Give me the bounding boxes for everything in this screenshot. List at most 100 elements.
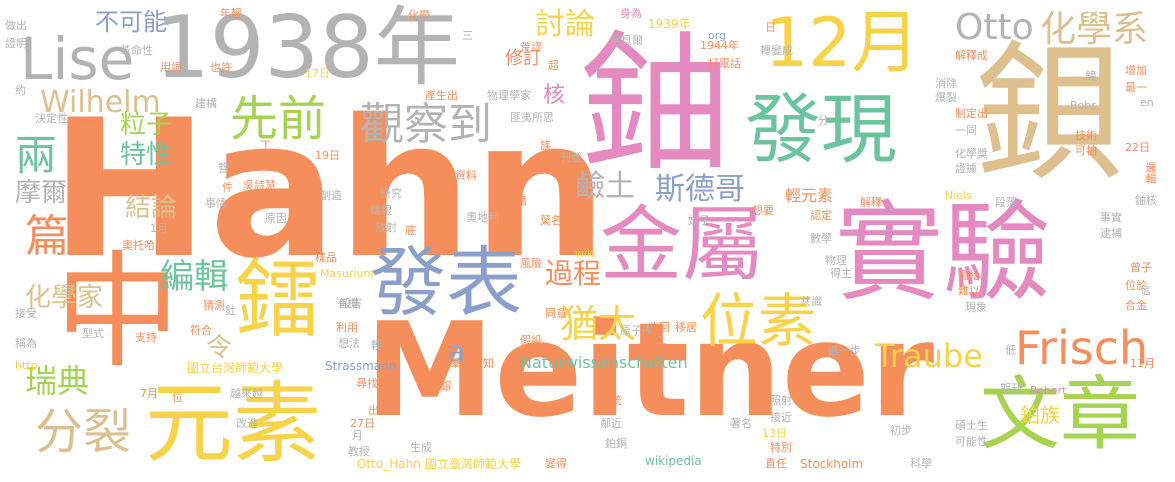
- word-20: Otto: [955, 7, 1034, 48]
- word-181: 位: [172, 391, 183, 404]
- word-1: Meitner: [365, 294, 935, 446]
- word-58: 身為: [620, 7, 642, 20]
- word-43: 鉑族: [1020, 403, 1060, 427]
- word-176: http: [15, 359, 38, 372]
- word-114: 難以: [958, 284, 980, 297]
- word-57: 化學: [408, 9, 430, 22]
- word-33: 過程: [545, 257, 602, 290]
- word-120: Robert: [1030, 384, 1067, 397]
- word-85: en: [1140, 96, 1154, 109]
- word-91: 制定出: [955, 107, 988, 120]
- word-24: 猶太: [560, 302, 637, 346]
- word-90: 爆裂: [935, 91, 957, 104]
- word-98: 鈾核: [1135, 194, 1157, 207]
- word-161: 鹽: [217, 162, 230, 173]
- word-103: 合金: [1125, 299, 1147, 312]
- word-149: 姪子: [688, 214, 710, 227]
- word-178: 想法: [338, 337, 360, 350]
- word-163: 事情: [205, 197, 227, 210]
- word-25: Traube: [875, 337, 983, 375]
- word-86: 增加: [1125, 64, 1147, 77]
- word-187: 二: [655, 334, 666, 347]
- word-82: 打電話: [708, 57, 741, 70]
- word-19: Frisch: [1015, 321, 1149, 375]
- word-75: 約: [15, 84, 26, 97]
- word-96: 可怕: [1075, 144, 1097, 157]
- word-31: 瑞典: [25, 362, 90, 400]
- word-54: 諾貝爾: [610, 34, 643, 47]
- word-84: Bohr: [1070, 99, 1096, 112]
- word-88: 鐘: [1084, 70, 1097, 81]
- word-15: 位素: [700, 287, 817, 355]
- word-66: 19日: [315, 149, 340, 162]
- word-69: 13日: [762, 427, 787, 440]
- word-80: 荒謬: [520, 41, 542, 54]
- word-29: 鹼土: [575, 169, 635, 204]
- word-68: 27日: [350, 417, 375, 430]
- word-14: Lise: [20, 25, 135, 93]
- word-118: 低: [1005, 344, 1016, 357]
- word-162: 件: [222, 181, 233, 194]
- word-184: 出: [368, 404, 379, 417]
- word-127: 特別: [770, 441, 792, 454]
- word-143: 風險: [520, 257, 542, 270]
- word-168: 有機: [337, 297, 359, 310]
- word-110: 數學: [810, 232, 832, 245]
- word-175: 稱為: [15, 337, 37, 350]
- word-145: 提到: [500, 229, 522, 242]
- word-173: 型式: [82, 327, 104, 340]
- word-140: 舉世皆知: [450, 357, 494, 370]
- word-171: 符合: [190, 324, 212, 337]
- word-166: Masurium: [320, 267, 375, 280]
- word-112: 得主: [830, 267, 852, 280]
- word-101: 曾子: [1130, 261, 1152, 274]
- word-9: 中: [55, 240, 180, 385]
- word-160: 原因: [265, 212, 287, 225]
- word-95: 技術: [1075, 129, 1097, 142]
- word-136: 移居: [675, 321, 697, 334]
- word-134: 變得: [545, 457, 567, 470]
- word-182: 教授: [348, 445, 370, 458]
- word-164: 奧托哈恩: [122, 239, 166, 252]
- word-49: 國立臺灣師範大學: [425, 457, 522, 471]
- word-152: 匪夷所思: [510, 111, 554, 124]
- word-71: 7月: [140, 387, 158, 400]
- word-99: 事實: [1100, 211, 1122, 224]
- word-105: 段落: [995, 196, 1017, 209]
- word-21: 化學系: [1040, 9, 1149, 50]
- word-158: 底: [405, 224, 416, 237]
- word-67: 22日: [1125, 141, 1150, 154]
- word-147: 奧地利: [466, 211, 499, 224]
- word-169: 猜測: [203, 299, 225, 312]
- word-150: 族: [540, 139, 551, 152]
- word-13: 文章: [980, 368, 1140, 461]
- word-172: 支持: [135, 331, 157, 344]
- word-32: 化學家: [25, 283, 104, 313]
- word-183: 生成: [410, 441, 432, 454]
- word-116: 共識: [800, 295, 822, 308]
- word-44: 輕元素: [785, 186, 834, 205]
- word-34: 不可能: [95, 8, 167, 36]
- word-64: 也許: [210, 61, 232, 74]
- word-126: 著名: [730, 417, 752, 430]
- word-106: 解釋: [860, 196, 882, 209]
- word-189: 丁: [260, 139, 271, 152]
- word-115: 現象: [965, 301, 987, 314]
- word-107: Niels: [945, 189, 972, 202]
- word-41: a: [448, 335, 466, 368]
- word-119: 期刊: [1000, 382, 1022, 395]
- word-123: 參考: [880, 394, 902, 407]
- word-60: 做出: [5, 19, 27, 32]
- word-4: 鋇: [975, 28, 1126, 202]
- word-108: 認定: [810, 209, 832, 222]
- word-92: 一同: [955, 124, 977, 137]
- word-16: 先前: [230, 91, 327, 147]
- word-52: 1939年: [648, 17, 691, 31]
- word-53: 1944年: [700, 39, 739, 52]
- word-153: 資料: [455, 169, 477, 182]
- word-122: 可能性: [955, 435, 988, 448]
- word-131: 血統: [600, 394, 622, 407]
- word-47: Otto_Hahn: [357, 457, 421, 471]
- word-3: 鈾: [580, 18, 731, 192]
- word-17: 觀察到: [360, 99, 492, 150]
